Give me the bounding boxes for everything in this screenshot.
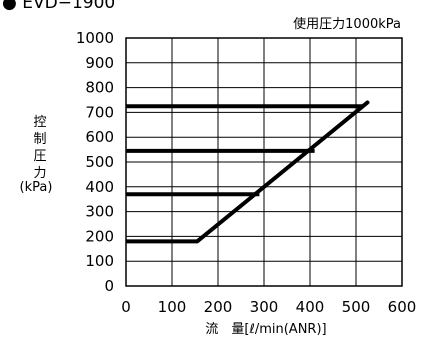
x-tick-label: 300 — [250, 298, 279, 316]
series — [126, 100, 370, 244]
pressure-annotation: 使用圧力1000kPa — [293, 16, 401, 32]
y-tick-label: 300 — [85, 203, 114, 221]
x-tick-labels: 0 100 200 300 400 500 600 — [121, 298, 416, 316]
y-tick-label: 900 — [85, 54, 114, 72]
y-axis-label-char: 制 — [33, 132, 46, 147]
y-axis-label-char: 力 — [33, 166, 46, 181]
grid — [125, 37, 403, 287]
x-tick-label: 500 — [342, 298, 371, 316]
y-axis-label-char: 控 — [33, 115, 46, 130]
x-tick-label: 400 — [296, 298, 325, 316]
x-tick-label: 200 — [204, 298, 233, 316]
flow-limit-line — [195, 100, 370, 244]
x-tick-label: 100 — [158, 298, 187, 316]
y-tick-label: 1000 — [76, 29, 114, 47]
y-tick-label: 500 — [85, 153, 114, 171]
y-tick-label: 100 — [85, 252, 114, 270]
x-tick-label: 0 — [121, 298, 131, 316]
y-tick-label: 700 — [85, 103, 114, 121]
y-tick-label: 800 — [85, 79, 114, 97]
y-axis-label-char: 圧 — [33, 149, 46, 164]
y-tick-label: 400 — [85, 178, 114, 196]
chart-title: ● EVD−1900 — [2, 0, 115, 13]
y-tick-label: 0 — [104, 277, 114, 295]
y-tick-labels: 0 100 200 300 400 500 600 700 800 900 1000 — [76, 29, 114, 295]
x-axis-label: 流 量[ℓ/min(ANR)] — [205, 322, 326, 337]
x-tick-label: 600 — [388, 298, 417, 316]
plot-frame — [125, 37, 403, 287]
y-axis-unit: (kPa) — [20, 180, 53, 195]
y-tick-label: 200 — [85, 227, 114, 245]
y-tick-label: 600 — [85, 128, 114, 146]
